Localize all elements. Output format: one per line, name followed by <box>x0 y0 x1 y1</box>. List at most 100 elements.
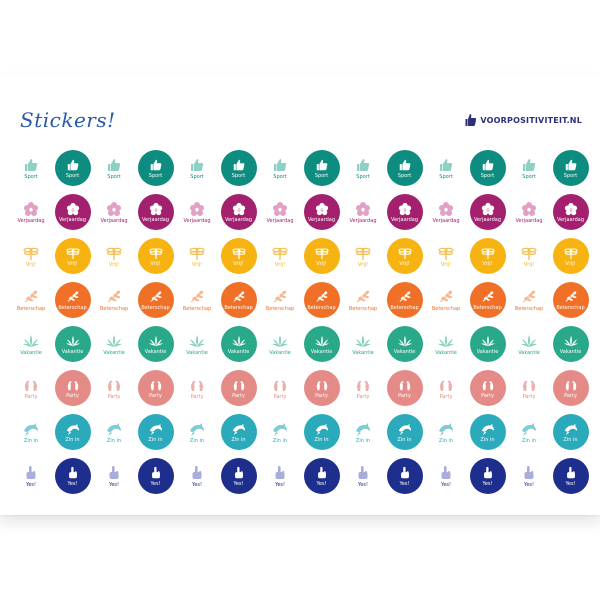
sheet-title: Stickers! <box>20 108 116 132</box>
sticker-circle: Party <box>386 370 423 406</box>
palm-leaves-icon <box>23 333 39 349</box>
sticker-label: Yes! <box>233 480 244 487</box>
sticker-circle: Verjaardag <box>54 194 91 230</box>
flower-icon <box>65 202 81 216</box>
dragonfly-icon <box>148 246 164 260</box>
dragonfly-icon <box>438 245 454 261</box>
brand-name: VOORPOSITIVITEIT.NL <box>480 115 582 125</box>
sticker-small: Party <box>515 372 543 404</box>
dolphin-icon <box>106 421 122 437</box>
sticker-label: Vakantie <box>186 349 208 356</box>
sticker-label: Yes! <box>150 480 161 487</box>
sticker-small: Vakantie <box>17 328 45 360</box>
sticker-label: Verjaardag <box>141 216 170 223</box>
sticker-label: Party <box>24 393 38 400</box>
sticker-small: Vrij! <box>515 240 543 272</box>
sticker-label: Vrij! <box>191 261 203 268</box>
palm-leaves-icon <box>397 334 413 348</box>
sticker-small: Vakantie <box>266 328 294 360</box>
sticker-label: Zin in <box>355 437 371 444</box>
sticker-small: Vrij! <box>349 240 377 272</box>
thumbs-up-icon <box>521 157 537 173</box>
sticker-circle: Vrij! <box>552 238 589 274</box>
sticker-label: Vakantie <box>476 348 499 355</box>
sticker-circle: Vrij! <box>137 238 174 274</box>
sticker-circle: Yes! <box>220 458 257 494</box>
sticker-circle: Vakantie <box>303 326 340 362</box>
sticker-circle: Beterschap <box>54 282 91 318</box>
sticker-label: Yes! <box>67 480 78 487</box>
sticker-small: Sport <box>432 152 460 184</box>
olive-branch-icon <box>272 289 288 305</box>
sticker-small: Zin in <box>349 416 377 448</box>
sticker-circle: Vrij! <box>469 238 506 274</box>
palm-leaves-icon <box>438 333 454 349</box>
sticker-label: Vakantie <box>518 349 540 356</box>
sticker-circle: Zin in <box>386 414 423 450</box>
sticker-label: Verjaardag <box>266 217 294 224</box>
sticker-label: Zin in <box>148 436 163 443</box>
sticker-circle: Yes! <box>303 458 340 494</box>
flower-icon <box>355 201 371 217</box>
thumbs-up-icon <box>438 157 454 173</box>
sticker-label: Vakantie <box>227 348 250 355</box>
sticker-small: Yes! <box>183 460 211 492</box>
sticker-label: Party <box>522 393 536 400</box>
sticker-small: Sport <box>100 152 128 184</box>
dolphin-icon <box>563 422 579 436</box>
sticker-label: Beterschap <box>58 304 87 311</box>
sticker-label: Zin in <box>23 437 39 444</box>
sticker-label: Party <box>564 392 577 399</box>
flower-icon <box>272 201 288 217</box>
sticker-circle: Yes! <box>386 458 423 494</box>
thumbs-up-icon <box>465 114 477 126</box>
sticker-small: Party <box>17 372 45 404</box>
dolphin-icon <box>272 421 288 437</box>
sticker-label: Beterschap <box>473 304 502 311</box>
sticker-label: Party <box>273 393 287 400</box>
dolphin-icon <box>355 421 371 437</box>
flower-icon <box>521 201 537 217</box>
sticker-circle: Sport <box>469 150 506 186</box>
sticker-label: Sport <box>273 173 287 180</box>
sticker-small: Party <box>349 372 377 404</box>
olive-branch-icon <box>314 290 330 304</box>
hand-icon <box>563 466 579 480</box>
olive-branch-icon <box>438 289 454 305</box>
parrots-icon <box>397 378 413 392</box>
sticker-label: Beterschap <box>390 304 419 311</box>
sticker-label: Zin in <box>480 436 495 443</box>
olive-branch-icon <box>231 290 247 304</box>
sticker-circle: Verjaardag <box>137 194 174 230</box>
sticker-label: Vakantie <box>144 348 167 355</box>
hand-icon <box>189 465 205 481</box>
sticker-circle: Vakantie <box>137 326 174 362</box>
thumbs-up-icon <box>106 157 122 173</box>
sticker-circle: Vrij! <box>220 238 257 274</box>
sticker-label: Yes! <box>191 481 203 488</box>
sticker-label: Verjaardag <box>432 217 460 224</box>
sticker-circle: Party <box>137 370 174 406</box>
hand-icon <box>23 465 39 481</box>
flower-icon <box>106 201 122 217</box>
hand-icon <box>148 466 164 480</box>
sticker-label: Party <box>107 393 121 400</box>
hand-icon <box>272 465 288 481</box>
parrots-icon <box>480 378 496 392</box>
palm-leaves-icon <box>563 334 579 348</box>
sticker-small: Vakantie <box>515 328 543 360</box>
sticker-small: Party <box>266 372 294 404</box>
olive-branch-icon <box>65 290 81 304</box>
parrots-icon <box>355 377 371 393</box>
dolphin-icon <box>314 422 330 436</box>
dolphin-icon <box>23 421 39 437</box>
sticker-label: Vakantie <box>393 348 416 355</box>
sticker-small: Yes! <box>432 460 460 492</box>
sticker-label: Beterschap <box>16 305 46 312</box>
sticker-label: Vakantie <box>269 349 291 356</box>
sticker-small: Sport <box>183 152 211 184</box>
palm-leaves-icon <box>272 333 288 349</box>
sticker-circle: Zin in <box>469 414 506 450</box>
sticker-small: Verjaardag <box>183 196 211 228</box>
